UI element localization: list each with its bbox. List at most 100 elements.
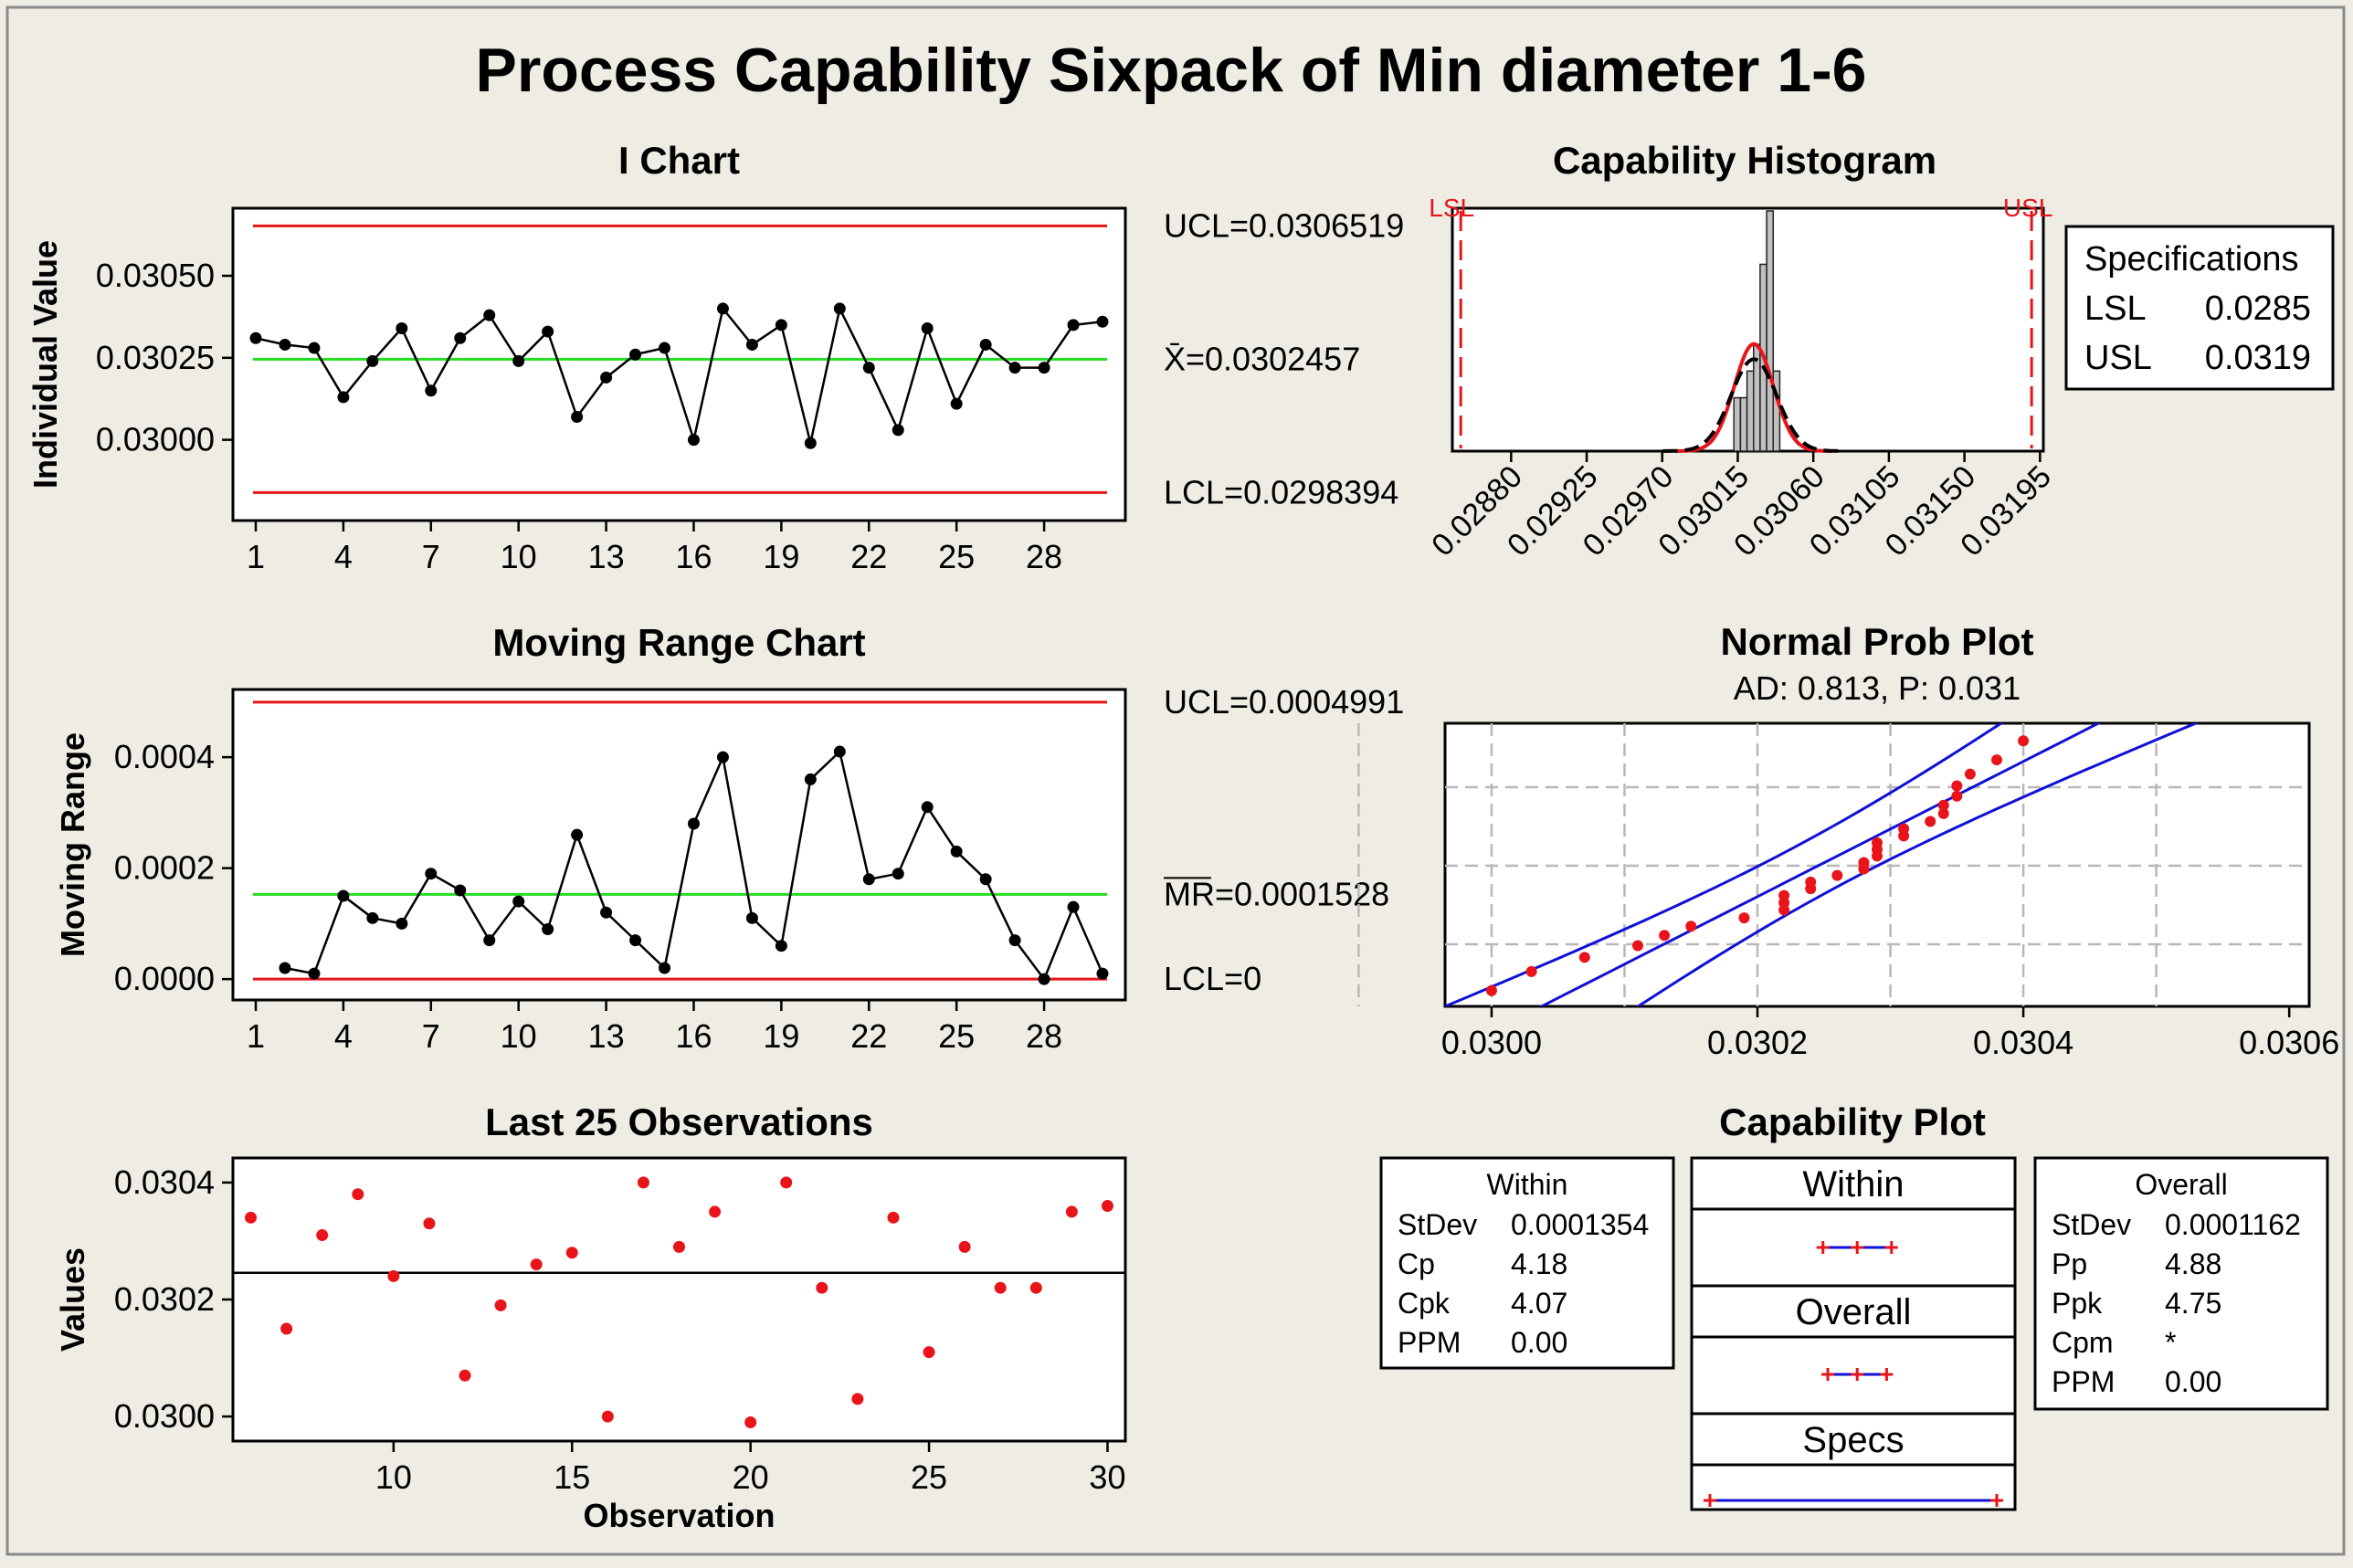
mr-chart-plot-area [231, 688, 1127, 1002]
mr-chart-data-point [892, 868, 904, 880]
within-stats-row-label: Cp [1398, 1247, 1435, 1280]
mr-chart-data-point [979, 873, 992, 886]
last25-x-tick-label: 30 [1089, 1458, 1125, 1496]
mr-chart-data-point [1067, 900, 1080, 913]
last25-data-point [459, 1369, 471, 1382]
last25-data-point [637, 1176, 649, 1189]
i-chart-data-point [804, 437, 817, 449]
histogram-within-curve [1662, 357, 1845, 453]
npp-data-point [1964, 768, 1976, 780]
i-chart-y-axis-label: Individual Value [26, 240, 64, 489]
mr-chart-data-point [921, 801, 934, 814]
npp-data-point [1578, 952, 1590, 963]
last25-data-point [816, 1281, 828, 1294]
npp-subtitle: AD: 0.813, P: 0.031 [1734, 669, 2021, 707]
i-chart-data-point [454, 331, 467, 344]
npp-x-tick-label: 0.0304 [1973, 1024, 2073, 1061]
last25-data-point [530, 1258, 543, 1271]
within-stats-row-value: 4.07 [1511, 1287, 1567, 1320]
npp-data-point [1898, 823, 1910, 835]
specifications-header: Specifications [2084, 240, 2298, 279]
last25-data-point [280, 1322, 293, 1335]
i-chart-series-line [255, 305, 1103, 445]
within-stats-row-label: PPM [1398, 1326, 1461, 1359]
npp-data-point [1778, 889, 1790, 901]
mr-chart-data-point [716, 751, 729, 763]
npp-lower-band [1635, 723, 2200, 1006]
npp-data-point [1525, 965, 1537, 977]
mr-chart-data-point [833, 745, 846, 758]
i-chart-data-point [979, 338, 992, 351]
last25-title: Last 25 Observations [485, 1100, 873, 1143]
npp-data-point [1925, 816, 1936, 827]
i-chart-y-tick-label: 0.03050 [96, 257, 215, 294]
mr-chart-data-point [542, 922, 554, 935]
npp-data-point [1485, 984, 1497, 996]
last25-data-point [423, 1217, 436, 1230]
i-chart-x-tick-label: 22 [850, 538, 887, 575]
overall-stats-row-value: 0.0001162 [2165, 1208, 2301, 1241]
i-chart-data-point [716, 302, 729, 315]
i-chart-data-point [892, 424, 904, 437]
mr-chart-y-tick-label: 0.0002 [114, 849, 215, 887]
i-chart-panel: I Chart 1 4 7 10 13 16 19 22 25 28 0.03000 0.03025 0.… [26, 139, 1404, 575]
mr-chart-ucl-label: UCL=0.0004991 [1164, 683, 1404, 721]
last25-data-point [387, 1269, 400, 1282]
npp-data-point [1937, 807, 1949, 819]
i-chart-data-point [862, 362, 875, 374]
i-chart-x-tick-label: 16 [675, 538, 712, 575]
npp-x-tick-label: 0.0300 [1441, 1024, 1542, 1061]
i-chart-data-point [629, 348, 642, 361]
last25-data-point [673, 1240, 685, 1253]
specifications-row-label: LSL [2084, 289, 2147, 328]
overall-stats-row-value: * [2165, 1326, 2176, 1359]
npp-title: Normal Prob Plot [1720, 620, 2033, 663]
mr-chart-data-point [483, 934, 496, 947]
i-chart-x-tick-label: 4 [334, 538, 353, 575]
mr-chart-data-point [745, 911, 758, 924]
last-observations-panel: Last 25 Observations 10 15 20 25 30 0.0300 0.03… [54, 1100, 1127, 1534]
mr-chart-data-point [366, 911, 379, 924]
i-chart-ucl-label: UCL=0.0306519 [1164, 206, 1404, 244]
npp-data-point [1858, 857, 1870, 868]
last25-data-point [780, 1176, 793, 1189]
mr-chart-data-point [950, 845, 963, 858]
moving-range-panel: Moving Range Chart 1 4 7 10 13 16 19 22 25 28 0.000… [54, 621, 1404, 1055]
mr-chart-x-tick-label: 25 [938, 1017, 975, 1055]
mr-chart-data-point [600, 906, 613, 919]
overall-stats-row-value: 0.00 [2165, 1365, 2221, 1398]
last25-data-point [494, 1299, 507, 1311]
last25-data-point [245, 1211, 258, 1224]
mr-chart-data-point [454, 884, 467, 897]
npp-data-point [1738, 912, 1750, 924]
last25-x-axis-label: Observation [583, 1497, 775, 1534]
within-stats-box [1379, 1156, 1675, 1370]
interval-column [1690, 1156, 2017, 1511]
last25-data-point [958, 1240, 971, 1253]
mr-chart-data-point [1008, 934, 1021, 947]
within-stats-row-value: 4.18 [1511, 1247, 1567, 1280]
i-chart-data-point [1008, 362, 1021, 374]
npp-fit-line [1538, 723, 2102, 1006]
histogram-bar [1733, 396, 1742, 452]
mr-chart-data-point [687, 817, 700, 830]
i-chart-x-tick-label: 10 [501, 538, 537, 575]
npp-data-point [1659, 930, 1671, 942]
npp-data-point [1937, 799, 1949, 811]
capability-plot-panel: Capability Plot Within StDev 0.0001354 Cp 4.1… [1379, 1100, 2329, 1511]
last25-data-point [1029, 1281, 1042, 1294]
histogram-bar [1746, 370, 1755, 452]
within-stats-header: Within [1487, 1168, 1568, 1201]
last25-x-tick-label: 25 [911, 1458, 947, 1496]
last25-data-point [709, 1205, 722, 1218]
histogram-overall-curve [1675, 342, 1832, 453]
i-chart-data-point [1067, 319, 1080, 331]
mr-chart-x-tick-label: 16 [675, 1017, 712, 1055]
mr-chart-y-tick-label: 0.0004 [114, 738, 215, 775]
last25-y-tick-label: 0.0300 [114, 1397, 215, 1435]
mr-chart-data-point [571, 828, 584, 841]
i-chart-data-point [600, 371, 613, 384]
last25-y-axis-label: Values [54, 1247, 91, 1352]
overall-stats-header: Overall [2135, 1168, 2227, 1201]
figure-title: Process Capability Sixpack of Min diamet… [476, 36, 1867, 105]
